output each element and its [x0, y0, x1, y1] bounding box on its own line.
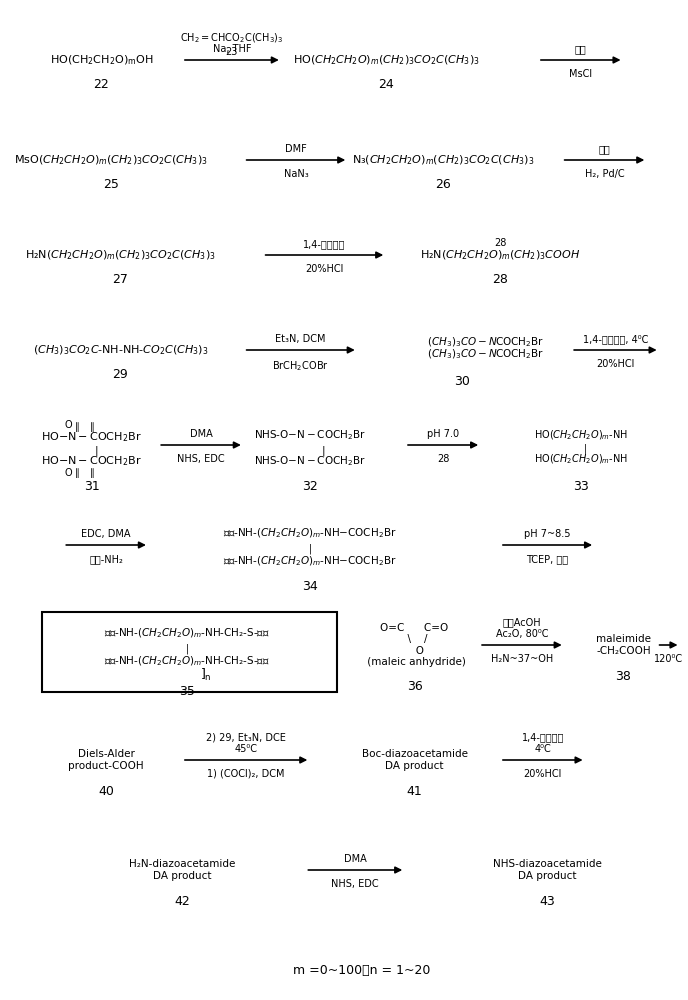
Text: 36: 36: [407, 680, 422, 693]
Text: Boc-diazoacetamide
DA product: Boc-diazoacetamide DA product: [362, 749, 468, 771]
Text: 1,4-二氧六环: 1,4-二氧六环: [303, 239, 345, 249]
Text: pH 7~8.5: pH 7~8.5: [524, 529, 571, 539]
Text: Diels-Alder
product-COOH: Diels-Alder product-COOH: [68, 749, 144, 771]
Text: 27: 27: [112, 273, 128, 286]
Text: HO$(CH_2CH_2O)_m$-NH: HO$(CH_2CH_2O)_m$-NH: [534, 428, 627, 442]
Text: $\mathregular{\parallel}$  $\mathregular{\parallel}$: $\mathregular{\parallel}$ $\mathregular{…: [73, 466, 96, 480]
Text: 药物-NH-$(CH_2CH_2O)_m$-NH-CH₂-S-单抗: 药物-NH-$(CH_2CH_2O)_m$-NH-CH₂-S-单抗: [104, 654, 270, 668]
Text: 药物-NH-$(CH_2CH_2O)_m$-NH-CH₂-S-单抗: 药物-NH-$(CH_2CH_2O)_m$-NH-CH₂-S-单抗: [104, 626, 270, 640]
Text: 34: 34: [302, 580, 318, 593]
Text: N₃$(CH_2CH_2O)_m(CH_2)_3CO_2C(CH_3)_3$: N₃$(CH_2CH_2O)_m(CH_2)_3CO_2C(CH_3)_3$: [352, 153, 535, 167]
Text: Et₃N, DCM: Et₃N, DCM: [275, 334, 326, 344]
Text: O=C      C=O
  \    /
   O
 (maleic anhydride): O=C C=O \ / O (maleic anhydride): [364, 623, 466, 667]
Text: 1,4-二氧六环, 4⁰C: 1,4-二氧六环, 4⁰C: [583, 334, 648, 344]
Text: H₂N$(CH_2CH_2O)_m(CH_2)_3CO_2C(CH_3)_3$: H₂N$(CH_2CH_2O)_m(CH_2)_3CO_2C(CH_3)_3$: [25, 248, 216, 262]
Text: 20%HCl: 20%HCl: [305, 264, 343, 274]
Text: 25: 25: [103, 178, 119, 191]
Text: $\mathregular{\parallel}$  $\mathregular{\parallel}$: $\mathregular{\parallel}$ $\mathregular{…: [73, 420, 96, 434]
Text: 28: 28: [494, 238, 506, 248]
Text: 24: 24: [378, 78, 394, 91]
Text: 2) 29, Et₃N, DCE
45⁰C: 2) 29, Et₃N, DCE 45⁰C: [206, 732, 286, 754]
Text: 30: 30: [454, 375, 470, 388]
Text: $\mathregular{|}$: $\mathregular{|}$: [295, 444, 325, 458]
Text: EDC, DMA: EDC, DMA: [81, 529, 131, 539]
Text: TCEP, 单抗: TCEP, 单抗: [526, 554, 568, 564]
Text: O: O: [64, 420, 72, 430]
Text: m =0~100，n = 1~20: m =0~100，n = 1~20: [293, 964, 430, 976]
Text: H₂N-diazoacetamide
DA product: H₂N-diazoacetamide DA product: [129, 859, 235, 881]
Text: 20%HCl: 20%HCl: [524, 769, 562, 779]
Text: Na, THF: Na, THF: [213, 44, 251, 54]
Text: 药物-NH₂: 药物-NH₂: [89, 554, 123, 564]
Text: $(CH_3)_3CO-N$: $(CH_3)_3CO-N$: [427, 347, 497, 361]
Text: 40: 40: [98, 785, 114, 798]
Text: HO$(CH_2CH_2O)_m(CH_2)_3CO_2C(CH_3)_3$: HO$(CH_2CH_2O)_m(CH_2)_3CO_2C(CH_3)_3$: [293, 53, 480, 67]
Text: H₂N~37~OH: H₂N~37~OH: [491, 654, 553, 664]
Text: 26: 26: [436, 178, 451, 191]
Text: 22: 22: [94, 78, 109, 91]
Text: NaN₃: NaN₃: [283, 169, 308, 179]
Text: HO$\mathregular{(CH_2CH_2O)_m}$OH: HO$\mathregular{(CH_2CH_2O)_m}$OH: [50, 53, 153, 67]
Text: 41: 41: [407, 785, 422, 798]
Text: O: O: [64, 468, 72, 478]
Text: DMF: DMF: [285, 144, 307, 154]
Text: 31: 31: [84, 480, 100, 493]
Text: 20%HCl: 20%HCl: [596, 359, 634, 369]
Text: MsCl: MsCl: [569, 69, 592, 79]
Text: NHS-O$\mathregular{-N-COCH_2Br}$: NHS-O$\mathregular{-N-COCH_2Br}$: [255, 454, 366, 468]
Text: 药物-NH-$(CH_2CH_2O)_m$-NH$\mathregular{-COCH_2Br}$: 药物-NH-$(CH_2CH_2O)_m$-NH$\mathregular{-C…: [224, 526, 397, 540]
Text: $\mathregular{|}$: $\mathregular{|}$: [185, 642, 189, 656]
Text: 药物-NH-$(CH_2CH_2O)_m$-NH$\mathregular{-COCH_2Br}$: 药物-NH-$(CH_2CH_2O)_m$-NH$\mathregular{-C…: [224, 554, 397, 568]
Text: 23: 23: [225, 47, 237, 57]
Bar: [43, 612, 336, 692]
Text: 29: 29: [112, 368, 128, 381]
Text: H₂N$(CH_2CH_2O)_m(CH_2)_3COOH$: H₂N$(CH_2CH_2O)_m(CH_2)_3COOH$: [420, 248, 580, 262]
Text: 1) (COCl)₂, DCM: 1) (COCl)₂, DCM: [207, 769, 285, 779]
Text: $(CH_3)_3CO-N$: $(CH_3)_3CO-N$: [427, 335, 497, 349]
Text: $\mathregular{]_n}$: $\mathregular{]_n}$: [200, 667, 212, 683]
Text: $\mathregular{|}$: $\mathregular{|}$: [574, 442, 588, 456]
Text: NHS-diazoacetamide
DA product: NHS-diazoacetamide DA product: [493, 859, 602, 881]
Text: 然后AcOH
Ac₂O, 80⁰C: 然后AcOH Ac₂O, 80⁰C: [495, 617, 548, 639]
Text: $\mathregular{COCH_2Br}$: $\mathregular{COCH_2Br}$: [495, 335, 544, 349]
Text: NHS, EDC: NHS, EDC: [178, 454, 225, 464]
Text: DMA: DMA: [190, 429, 213, 439]
Text: H₂, Pd/C: H₂, Pd/C: [585, 169, 624, 179]
Text: 28: 28: [492, 273, 508, 286]
Text: 33: 33: [573, 480, 589, 493]
Text: HO$(CH_2CH_2O)_m$-NH: HO$(CH_2CH_2O)_m$-NH: [534, 452, 627, 466]
Text: 甲醇: 甲醇: [599, 144, 610, 154]
Text: maleimide
-CH₂COOH: maleimide -CH₂COOH: [596, 634, 651, 656]
Text: HO$\mathregular{-N-COCH_2Br}$: HO$\mathregular{-N-COCH_2Br}$: [41, 454, 142, 468]
Text: MsO$(CH_2CH_2O)_m(CH_2)_3CO_2C(CH_3)_3$: MsO$(CH_2CH_2O)_m(CH_2)_3CO_2C(CH_3)_3$: [14, 153, 208, 167]
Text: pH 7.0: pH 7.0: [427, 429, 459, 439]
Text: 28: 28: [437, 454, 449, 464]
Text: 42: 42: [174, 895, 190, 908]
Text: 38: 38: [616, 670, 632, 683]
Text: HO$\mathregular{-N-COCH_2Br}$: HO$\mathregular{-N-COCH_2Br}$: [41, 430, 142, 444]
Text: Br$\mathregular{CH_2}$COBr: Br$\mathregular{CH_2}$COBr: [272, 359, 329, 373]
Text: 35: 35: [179, 685, 195, 698]
Text: $\mathregular{| }$: $\mathregular{| }$: [85, 444, 99, 458]
Text: NHS-O$\mathregular{-N-COCH_2Br}$: NHS-O$\mathregular{-N-COCH_2Br}$: [255, 428, 366, 442]
Text: $\mathregular{COCH_2Br}$: $\mathregular{COCH_2Br}$: [495, 347, 544, 361]
Text: 吡啶: 吡啶: [575, 44, 587, 54]
Text: 1,4-二氧六环
4⁰C: 1,4-二氧六环 4⁰C: [522, 732, 564, 754]
Text: NHS, EDC: NHS, EDC: [332, 879, 379, 889]
Text: 43: 43: [539, 895, 555, 908]
Text: $(CH_3)_3CO_2C$-NH-NH-$CO_2C(CH_3)_3$: $(CH_3)_3CO_2C$-NH-NH-$CO_2C(CH_3)_3$: [32, 343, 208, 357]
Text: 32: 32: [302, 480, 318, 493]
Text: $\mathregular{CH_2=CHCO_2C(CH_3)_3}$: $\mathregular{CH_2=CHCO_2C(CH_3)_3}$: [180, 31, 283, 45]
Text: 120⁰C: 120⁰C: [654, 654, 683, 664]
Text: $\mathregular{|}$: $\mathregular{|}$: [308, 542, 312, 556]
Text: DMA: DMA: [344, 854, 367, 864]
